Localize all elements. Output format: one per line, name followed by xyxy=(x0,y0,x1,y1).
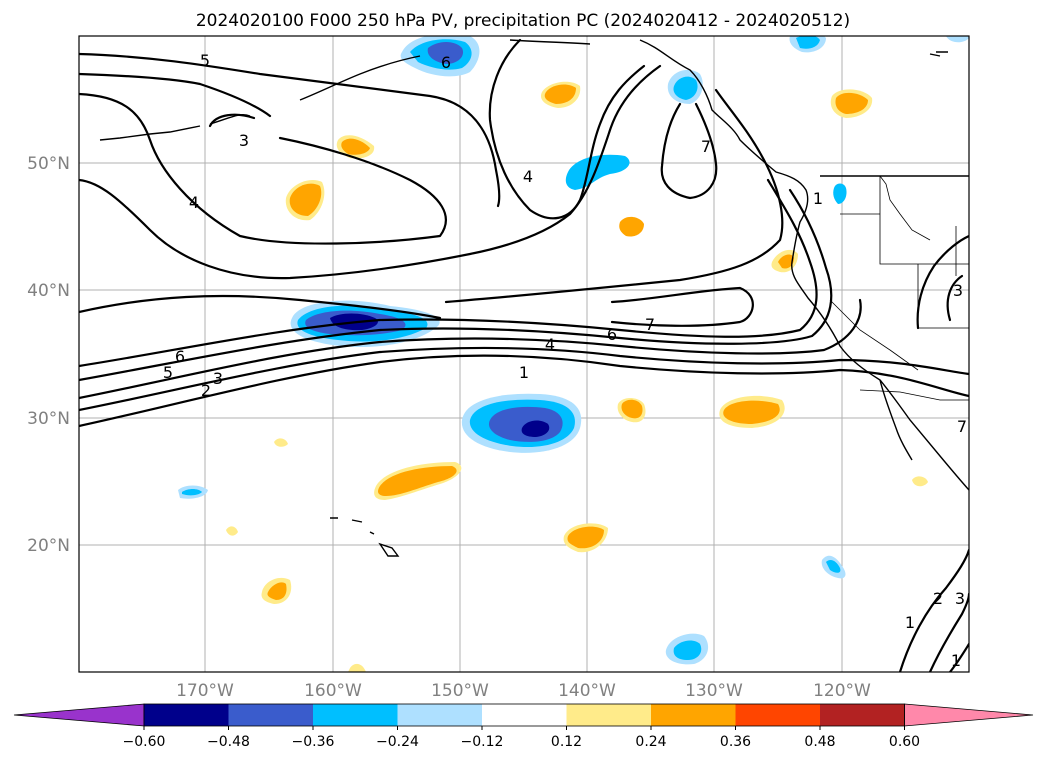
lon-label: 160°W xyxy=(304,681,362,701)
colorbar-segment xyxy=(651,704,736,726)
colorbar-segment xyxy=(820,704,905,726)
colorbar-segment xyxy=(397,704,483,726)
colorbar-tick-label: −0.48 xyxy=(207,734,250,750)
contour-label: 6 xyxy=(607,325,617,344)
colorbar-segment xyxy=(313,704,398,726)
lon-label: 140°W xyxy=(558,681,616,701)
colorbar-over-extension xyxy=(904,703,1034,727)
lon-label: 120°W xyxy=(813,681,871,701)
contour-label: 1 xyxy=(951,651,961,670)
contour-label: 3 xyxy=(955,589,965,608)
coastlines xyxy=(99,39,969,557)
colorbar-segment xyxy=(228,704,314,726)
contour-label: 7 xyxy=(645,315,655,334)
map-frame xyxy=(78,35,970,673)
colorbar-tick-label: −0.24 xyxy=(376,734,419,750)
colorbar-segment xyxy=(482,704,567,726)
gridlines xyxy=(79,36,969,672)
contour-label: 5 xyxy=(200,51,210,70)
lon-labels: 170°W 160°W 150°W 140°W 130°W 120°W xyxy=(176,681,871,701)
contour-label: 2 xyxy=(933,589,943,608)
colorbar-tick-label: 0.24 xyxy=(635,734,666,750)
lat-label: 40°N xyxy=(27,281,70,301)
contour-label: 3 xyxy=(239,131,249,150)
colorbar-tick-label: −0.12 xyxy=(461,734,504,750)
contour-label: 3 xyxy=(953,281,963,300)
contour-label: 1 xyxy=(519,363,529,382)
contour-label: 5 xyxy=(163,363,173,382)
colorbar-tick-label: −0.36 xyxy=(292,734,335,750)
contour-labels: 5 6 3 4 4 7 6 7 6 5 3 2 4 1 1 3 1 2 3 1 xyxy=(163,51,967,670)
pv-contours xyxy=(79,38,969,672)
colorbar-segment xyxy=(566,704,652,726)
colorbar-frame xyxy=(143,703,905,727)
lat-label: 20°N xyxy=(27,536,70,556)
lon-label: 170°W xyxy=(176,681,234,701)
contour-label: 4 xyxy=(523,167,533,186)
colorbar-under-extension xyxy=(13,703,145,727)
contour-label: 4 xyxy=(189,193,199,212)
colorbar-tick-label: 0.36 xyxy=(720,734,751,750)
contour-label: 4 xyxy=(545,335,555,354)
contour-label: 7 xyxy=(957,417,967,436)
lat-label: 50°N xyxy=(27,154,70,174)
contour-label: 2 xyxy=(201,381,211,400)
contour-label: 3 xyxy=(213,369,223,388)
colorbar-segment xyxy=(144,704,229,726)
lon-label: 150°W xyxy=(431,681,489,701)
colorbar: −0.60 −0.48 −0.36 −0.24 −0.12 0.12 0.24 0.36 0.4… xyxy=(13,703,1034,750)
lat-labels: 50°N 40°N 30°N 20°N xyxy=(27,154,70,556)
chart-title: 2024020100 F000 250 hPa PV, precipitatio… xyxy=(196,11,850,31)
contour-label: 1 xyxy=(905,613,915,632)
colorbar-tick-label: 0.12 xyxy=(551,734,582,750)
contour-label: 1 xyxy=(813,189,823,208)
contour-label: 6 xyxy=(441,53,451,72)
colorbar-tick-label: 0.60 xyxy=(889,734,920,750)
lat-label: 30°N xyxy=(27,409,70,429)
map-area: 5 6 3 4 4 7 6 7 6 5 3 2 4 1 1 3 1 2 3 1 xyxy=(78,35,970,673)
contour-label: 6 xyxy=(175,347,185,366)
colorbar-tick-label: −0.60 xyxy=(123,734,166,750)
colorbar-tick-label: 0.48 xyxy=(804,734,835,750)
lon-label: 130°W xyxy=(685,681,743,701)
contour-label: 7 xyxy=(701,137,711,156)
colorbar-segment xyxy=(735,704,821,726)
